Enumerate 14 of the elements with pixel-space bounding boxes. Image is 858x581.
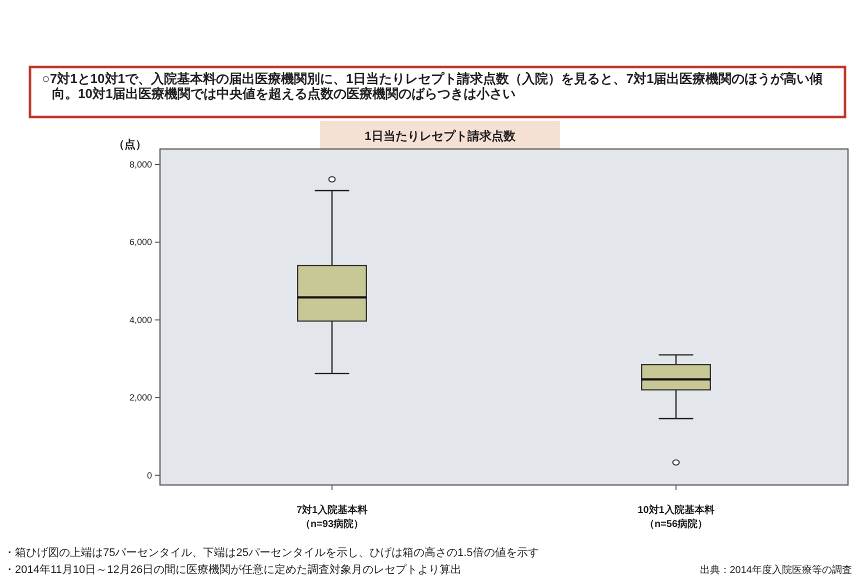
y-tick-label: 2,000 <box>129 392 152 403</box>
y-tick-label: 4,000 <box>129 314 152 325</box>
y-tick-label: 8,000 <box>129 160 152 170</box>
text: ・箱ひげ図の上端は75パーセンタイル、下端は25パーセンタイルを示し、ひげは箱の高さの1.5倍の値を示す <box>4 546 539 559</box>
title: ○7対1と10対1で、入院基本料の届出医療機関別に、1日当たりレセプト請求点数（入院）を見ると、7対1届出医療機関のほうが高い傾向。10対1届出医療機関では中央値を超える点数の医療機関のばらつきは小さい <box>28 66 846 118</box>
y-tick-label: 0 <box>146 470 152 480</box>
x-tick-label: 7対1入院基本料（n=93病院） <box>296 504 368 530</box>
chart-title: ○7対1と10対1で、入院基本料の届出医療機関別に、1日当たりレセプト請求点数（入院）を見ると、7対1届出医療機関のほうが高い傾向。10対1届出医療機関では中央値を超える点数の医療機関のばらつきは小さい <box>42 71 823 101</box>
chart-subtitle: 1日当たりレセプト請求点数 <box>364 129 516 143</box>
x-tick-label: 10対1入院基本料（n=56病院） <box>638 504 714 530</box>
source-note: 出典：2014年度入院医療等の調査 <box>700 564 852 576</box>
y-axis-title: （点） <box>114 138 146 151</box>
y-tick-label: 6,000 <box>129 237 152 248</box>
text: ・2014年11月10日～12月26日の間に医療機関が任意に定めた調査対象月のレセプトより算出 <box>4 563 462 576</box>
